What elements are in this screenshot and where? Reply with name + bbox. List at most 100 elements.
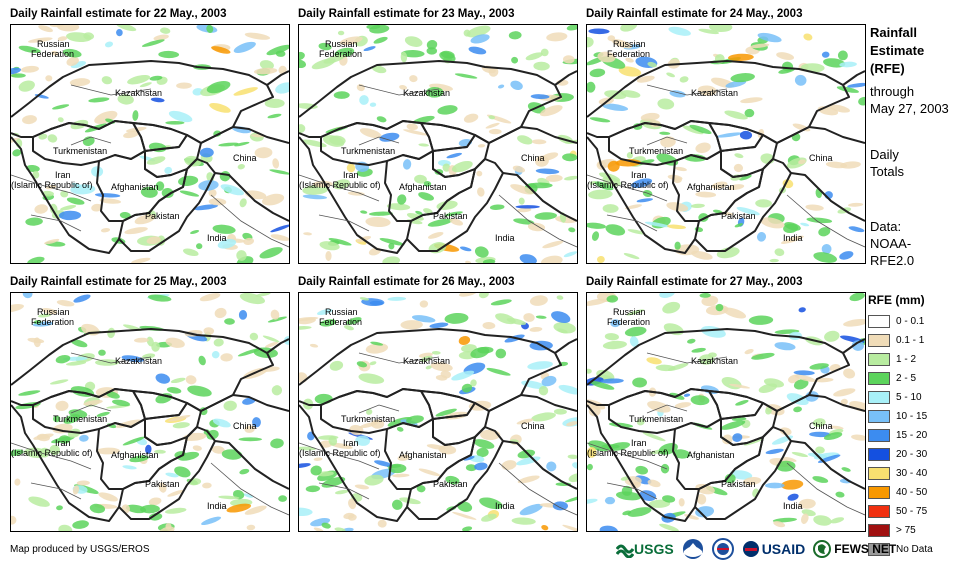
country-borders (11, 328, 289, 522)
sidebar-date: May 27, 2003 (870, 101, 949, 116)
legend-swatch (868, 353, 890, 366)
label-china: China (521, 153, 545, 163)
label-iran-line2: (Islamic Republic of) (299, 448, 381, 458)
legend-swatch (868, 410, 890, 423)
sidebar-title-line3: (RFE) (870, 61, 905, 76)
legend-item: 15 - 20 (868, 426, 933, 445)
usaid-seal-icon (742, 541, 759, 557)
legend-swatch (868, 391, 890, 404)
country-borders (299, 328, 577, 522)
legend-label: 0 - 0.1 (896, 316, 925, 327)
label-china: China (233, 153, 257, 163)
legend-item: 0 - 0.1 (868, 312, 933, 331)
map-graphic (299, 293, 577, 531)
map-panel-22-may: Russian Federation Kazakhstan Turkmenist… (10, 24, 290, 264)
fews-net-logo-text: FEWS NET (834, 542, 897, 556)
nasa-seal-icon (711, 538, 734, 560)
label-china: China (809, 421, 833, 431)
legend-swatch (868, 429, 890, 442)
panel-title-22-may: Daily Rainfall estimate for 22 May., 200… (10, 8, 227, 20)
sidebar-through: through (870, 84, 915, 99)
legend-item: 10 - 15 (868, 407, 933, 426)
label-turkmenistan: Turkmenistan (629, 414, 684, 424)
sidebar-daily: Daily (870, 147, 899, 162)
sidebar-period: through May 27, 2003 (870, 83, 949, 117)
label-iran-line1: Iran (55, 438, 71, 448)
sidebar-totals: Totals (870, 164, 904, 179)
legend-item: 5 - 10 (868, 388, 933, 407)
sidebar-daily-totals: Daily Totals (870, 146, 904, 180)
label-pakistan: Pakistan (145, 211, 180, 221)
legend-label: 30 - 40 (896, 468, 928, 479)
label-kazakhstan: Kazakhstan (691, 356, 739, 366)
sidebar-data-line2: NOAA- (870, 236, 912, 251)
noaa-logo-icon (682, 539, 703, 559)
label-afghanistan: Afghanistan (399, 450, 447, 460)
legend-swatch (868, 448, 890, 461)
province-borders (587, 352, 865, 516)
country-borders (587, 60, 865, 254)
usgs-logo: USGS (616, 540, 674, 558)
label-china: China (809, 153, 833, 163)
map-graphic (11, 293, 289, 531)
legend-label: 40 - 50 (896, 487, 928, 498)
label-iran-line1: Iran (343, 170, 359, 180)
legend-swatch (868, 315, 890, 328)
legend-swatch (868, 467, 890, 480)
panel-title-23-may: Daily Rainfall estimate for 23 May., 200… (298, 8, 515, 20)
label-iran-line1: Iran (631, 170, 647, 180)
label-russia-line1: Russian (325, 39, 358, 49)
label-iran-line2: (Islamic Republic of) (11, 180, 93, 190)
legend-label: 10 - 15 (896, 411, 928, 422)
legend-item: 2 - 5 (868, 369, 933, 388)
legend-item: 0.1 - 1 (868, 331, 933, 350)
map-graphic (587, 25, 865, 263)
panel-title-26-may: Daily Rainfall estimate for 26 May., 200… (298, 276, 515, 288)
label-china: China (233, 421, 257, 431)
province-borders (11, 84, 289, 248)
label-india: India (783, 233, 803, 243)
fews-globe-icon (813, 540, 832, 558)
legend-swatch (868, 486, 890, 499)
label-pakistan: Pakistan (721, 479, 756, 489)
sidebar-title: Rainfall Estimate (RFE) (870, 24, 924, 78)
label-kazakhstan: Kazakhstan (115, 88, 163, 98)
label-afghanistan: Afghanistan (399, 182, 447, 192)
legend-label: 2 - 5 (896, 373, 917, 384)
label-pakistan: Pakistan (145, 479, 180, 489)
label-afghanistan: Afghanistan (687, 450, 735, 460)
label-iran-line2: (Islamic Republic of) (299, 180, 381, 190)
panel-title-25-may: Daily Rainfall estimate for 25 May., 200… (10, 276, 227, 288)
legend-item: > 75 (868, 521, 933, 540)
legend-label: 5 - 10 (896, 392, 922, 403)
label-pakistan: Pakistan (433, 211, 468, 221)
panel-title-27-may: Daily Rainfall estimate for 27 May., 200… (586, 276, 803, 288)
map-panel-24-may: Russian Federation Kazakhstan Turkmenist… (586, 24, 866, 264)
legend-item: No Data (868, 540, 933, 559)
label-iran-line1: Iran (55, 170, 71, 180)
province-borders (299, 84, 577, 248)
rainfall-pattern (299, 293, 577, 531)
label-afghanistan: Afghanistan (111, 450, 159, 460)
map-graphic (299, 25, 577, 263)
label-turkmenistan: Turkmenistan (629, 146, 684, 156)
legend-title: RFE (mm) (868, 293, 925, 307)
legend-label: No Data (896, 544, 933, 555)
legend-item: 40 - 50 (868, 483, 933, 502)
label-iran-line2: (Islamic Republic of) (587, 180, 669, 190)
legend-label: 20 - 30 (896, 449, 928, 460)
label-russia-line1: Russian (37, 39, 70, 49)
label-russia-line1: Russian (613, 307, 646, 317)
legend-label: 15 - 20 (896, 430, 928, 441)
fews-net-logo: FEWS NET (813, 540, 896, 558)
legend-label: 50 - 75 (896, 506, 928, 517)
footer-credit: Map produced by USGS/EROS (10, 544, 150, 555)
label-india: India (783, 501, 803, 511)
label-russia-line2: Federation (607, 49, 651, 59)
legend-item: 1 - 2 (868, 350, 933, 369)
legend-swatch (868, 505, 890, 518)
label-russia-line2: Federation (607, 317, 651, 327)
label-kazakhstan: Kazakhstan (115, 356, 163, 366)
legend-label: 0.1 - 1 (896, 335, 925, 346)
map-panel-26-may: Russian Federation Kazakhstan Turkmenist… (298, 292, 578, 532)
